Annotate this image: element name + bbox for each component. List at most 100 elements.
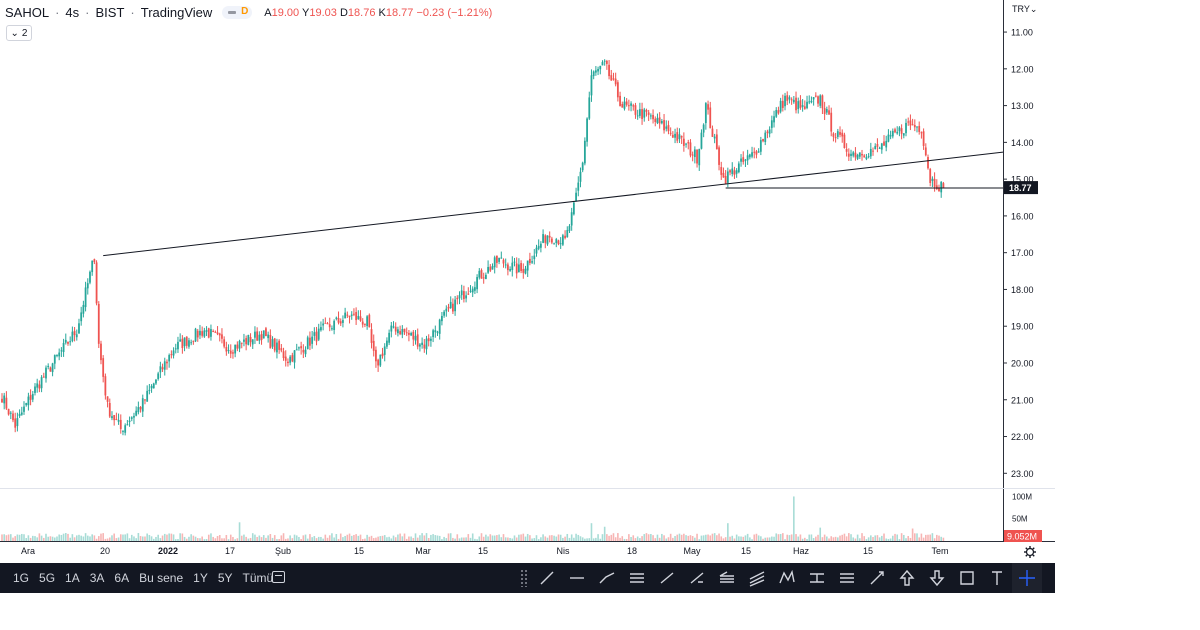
volume-bar (608, 535, 610, 541)
volume-bar (595, 537, 597, 541)
candle-body (89, 271, 91, 283)
trend-angle-icon[interactable] (592, 563, 622, 593)
volume-bar (782, 533, 784, 541)
chart-root[interactable]: 23.00 22.00 21.00 20.00 19.00 18.00 17.00 16.00… (0, 0, 1055, 630)
volume-bar (53, 537, 56, 541)
volume-bar (238, 522, 241, 541)
volume-bar (639, 538, 641, 541)
candle-body (669, 132, 672, 134)
candle-body (31, 394, 34, 400)
volume-bar (771, 536, 773, 541)
price-tick-label: 23.00 (1011, 469, 1034, 479)
volume-bar (720, 536, 723, 541)
candle-body (399, 331, 402, 335)
price-tick-label: 18.00 (1011, 285, 1034, 295)
candle-body (410, 333, 413, 336)
visibility-toggle[interactable]: D (222, 6, 253, 19)
candle-body (148, 389, 151, 391)
period-button[interactable]: 1G (13, 571, 30, 585)
tool-glyph-path (810, 573, 824, 583)
pattern-icon[interactable] (772, 563, 802, 593)
candle-body (445, 308, 448, 312)
volume-bar (680, 534, 683, 541)
candle-body (770, 120, 773, 128)
candle-body (874, 146, 877, 150)
text-icon[interactable] (982, 563, 1012, 593)
candle-body (394, 326, 397, 332)
candle-body (900, 128, 903, 134)
period-button[interactable]: 5G (39, 571, 56, 585)
candle-body (14, 418, 17, 428)
rectangle-icon[interactable] (952, 563, 982, 593)
drag-handle[interactable] (520, 569, 528, 587)
volume-bar (146, 533, 148, 541)
candle-body (67, 341, 69, 344)
candle-body (498, 257, 500, 262)
candle-body (625, 101, 628, 105)
indicators-collapse-button[interactable]: ⌄ 2 (6, 25, 32, 41)
chart-canvas[interactable]: 23.00 22.00 21.00 20.00 19.00 18.00 17.00 16.00… (0, 0, 1055, 563)
volume-bar (102, 533, 104, 541)
candle-body (339, 321, 342, 324)
currency-selector[interactable]: TRY⌄ (1012, 4, 1037, 15)
period-button[interactable]: 1A (65, 571, 80, 585)
candle-body (922, 131, 925, 146)
candle-body (594, 70, 597, 73)
interval-label[interactable]: 4s (65, 5, 80, 20)
volume-bar (784, 539, 786, 541)
period-button[interactable]: 6A (114, 571, 130, 585)
arrow-up-icon[interactable] (892, 563, 922, 593)
volume-bar (256, 536, 258, 541)
volume-bar (705, 534, 707, 541)
candle-body (313, 332, 316, 336)
candle-body (25, 403, 28, 406)
candle-body (254, 331, 256, 338)
price-range-icon[interactable] (802, 563, 832, 593)
forecast-icon[interactable] (862, 563, 892, 593)
volume-bar (823, 534, 826, 541)
candle-body (471, 288, 474, 293)
fib-retracement-icon[interactable] (712, 563, 742, 593)
period-button[interactable]: 3A (89, 571, 105, 585)
symbol-label[interactable]: SAHOL (5, 5, 50, 20)
arrow-down-icon[interactable] (922, 563, 952, 593)
volume-bar (133, 536, 135, 541)
parallel-channel-icon[interactable] (622, 563, 652, 593)
horizontal-ray-icon[interactable] (562, 563, 592, 593)
calendar-icon[interactable] (272, 571, 285, 583)
volume-bar (520, 534, 522, 541)
volume-bar (304, 534, 307, 541)
volume-bar (16, 534, 19, 541)
settings-gear-icon[interactable] (1024, 546, 1036, 558)
volume-bar (716, 535, 718, 541)
volume-bar (887, 538, 890, 541)
trend-line-icon[interactable] (532, 563, 562, 593)
candle-body (610, 75, 613, 81)
candle-body (102, 358, 105, 377)
fib-channel-icon[interactable] (742, 563, 772, 593)
fib-channel-icon-glyph (749, 571, 765, 587)
volume-bar (911, 528, 914, 541)
candle-body (731, 168, 734, 174)
candle-body (924, 147, 927, 156)
trend-line (103, 151, 1004, 257)
price-tick-label: 11.00 (1011, 28, 1033, 38)
volume-bar (394, 537, 397, 541)
crosshair-icon[interactable] (1012, 563, 1042, 593)
date-price-range-icon[interactable] (832, 563, 862, 593)
extended-line-icon[interactable] (652, 563, 682, 593)
info-line-icon[interactable] (682, 563, 712, 593)
period-button[interactable]: Bu sene (139, 571, 184, 585)
period-button[interactable]: 5Y (217, 571, 233, 585)
volume-bar (524, 536, 527, 541)
candle-body (801, 105, 804, 107)
candle-body (821, 95, 824, 109)
candle-body (768, 129, 771, 134)
volume-bar (460, 537, 463, 541)
volume-bar (537, 539, 540, 541)
period-button[interactable]: 1Y (193, 571, 208, 585)
volume-bar (359, 534, 362, 541)
volume-bar (342, 537, 344, 541)
period-button[interactable]: Tümü (242, 571, 274, 585)
volume-bar (119, 534, 122, 541)
